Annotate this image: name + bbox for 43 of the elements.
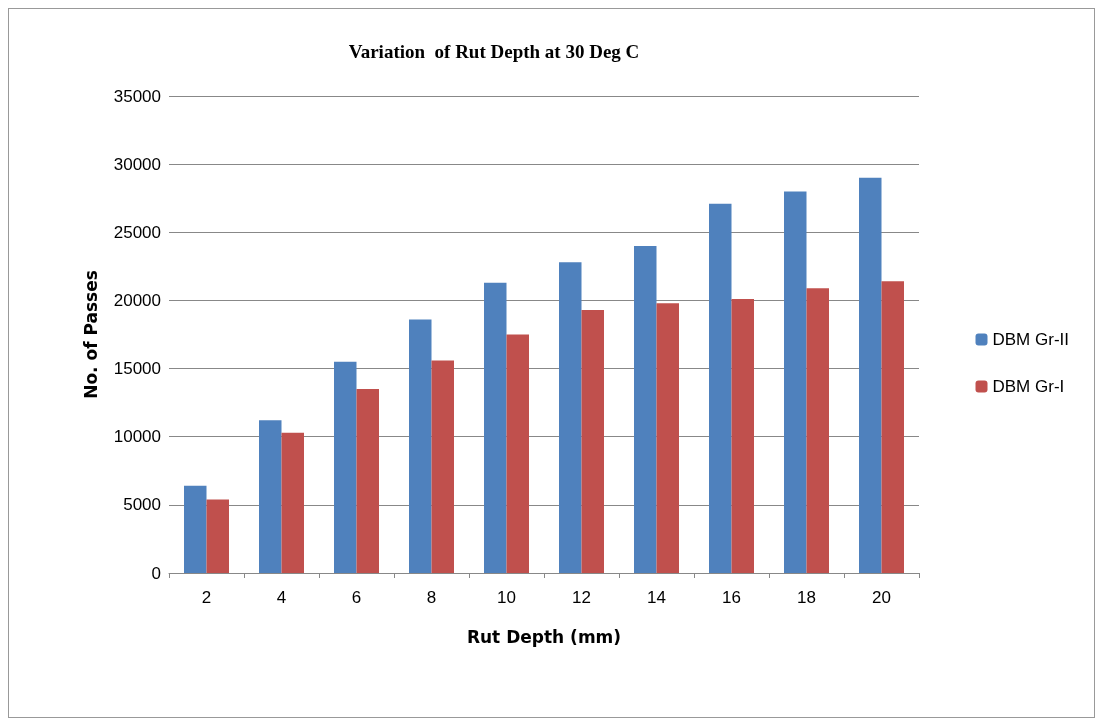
legend-label: DBM Gr-I	[992, 377, 1065, 396]
bar	[356, 389, 379, 573]
y-tick-label: 0	[151, 563, 161, 583]
bar	[784, 191, 807, 573]
bar	[206, 499, 229, 573]
y-tick-label: 30000	[113, 154, 161, 174]
bar	[581, 309, 604, 573]
bar	[334, 361, 357, 573]
y-tick-label: 15000	[113, 359, 161, 379]
x-tick-label: 4	[276, 588, 287, 607]
y-tick-label: 10000	[113, 427, 161, 447]
y-axis-title: No. of Passes	[80, 270, 101, 399]
x-tick-label: 20	[872, 588, 891, 607]
bar	[409, 319, 432, 573]
x-tick-label: 18	[797, 588, 816, 607]
bar	[184, 485, 207, 573]
x-axis-title: Rut Depth (mm)	[466, 626, 622, 647]
bar	[731, 299, 754, 573]
x-tick-label: 8	[426, 588, 437, 607]
bar	[559, 262, 582, 573]
x-tick-label: 16	[722, 588, 741, 607]
bar	[281, 432, 304, 573]
x-tick-label: 14	[647, 588, 666, 607]
bar	[656, 303, 679, 573]
y-tick-label: 5000	[123, 495, 161, 515]
bar	[709, 203, 732, 573]
bar	[259, 420, 282, 573]
y-tick-label: 25000	[113, 222, 161, 242]
x-tick-label: 10	[497, 588, 516, 607]
bar	[806, 288, 829, 573]
y-tick-label: 20000	[113, 290, 161, 310]
bar	[506, 334, 529, 573]
bar	[484, 282, 507, 573]
bar	[634, 245, 657, 573]
y-tick-label: 35000	[113, 86, 161, 106]
x-tick-label: 6	[351, 588, 362, 607]
legend-label: DBM Gr-II	[992, 330, 1070, 349]
bar	[881, 281, 904, 573]
x-tick-label: 12	[572, 588, 591, 607]
bar	[431, 360, 454, 573]
x-tick-label: 2	[201, 588, 212, 607]
chart-title: Variation of Rut Depth at 30 Deg C	[348, 41, 640, 62]
bar	[859, 177, 882, 573]
